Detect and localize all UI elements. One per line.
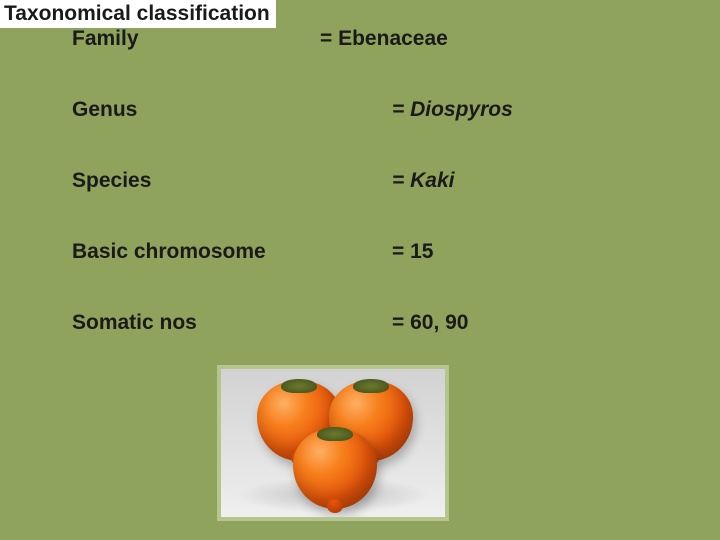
row-somatic-nos: Somatic nos = 60, 90 <box>72 311 632 337</box>
row-value-genus: = Diospyros <box>392 98 513 122</box>
row-label-species: Species <box>72 169 151 192</box>
row-label-genus: Genus <box>72 98 137 121</box>
calyx-icon <box>317 427 353 441</box>
row-species: Species = Kaki <box>72 169 632 195</box>
row-label-family: Family <box>72 27 139 51</box>
calyx-icon <box>281 379 317 393</box>
fruit-tip-icon <box>327 499 343 513</box>
row-value-species: = Kaki <box>392 169 454 193</box>
row-value-family: = Ebenaceae <box>320 27 448 51</box>
row-basic-chromosome: Basic chromosome = 15 <box>72 240 632 266</box>
row-value-somatic-nos: = 60, 90 <box>392 311 468 335</box>
slide: Taxonomical classification Family = Eben… <box>0 0 720 540</box>
persimmon-photo <box>217 365 449 521</box>
row-label-basic-chromosome: Basic chromosome <box>72 240 266 263</box>
slide-title: Taxonomical classification <box>4 2 270 25</box>
row-label-somatic-nos: Somatic nos <box>72 311 197 334</box>
row-genus: Genus = Diospyros <box>72 98 632 124</box>
row-value-basic-chromosome: = 15 <box>392 240 433 264</box>
slide-title-box: Taxonomical classification <box>0 0 276 28</box>
calyx-icon <box>353 379 389 393</box>
